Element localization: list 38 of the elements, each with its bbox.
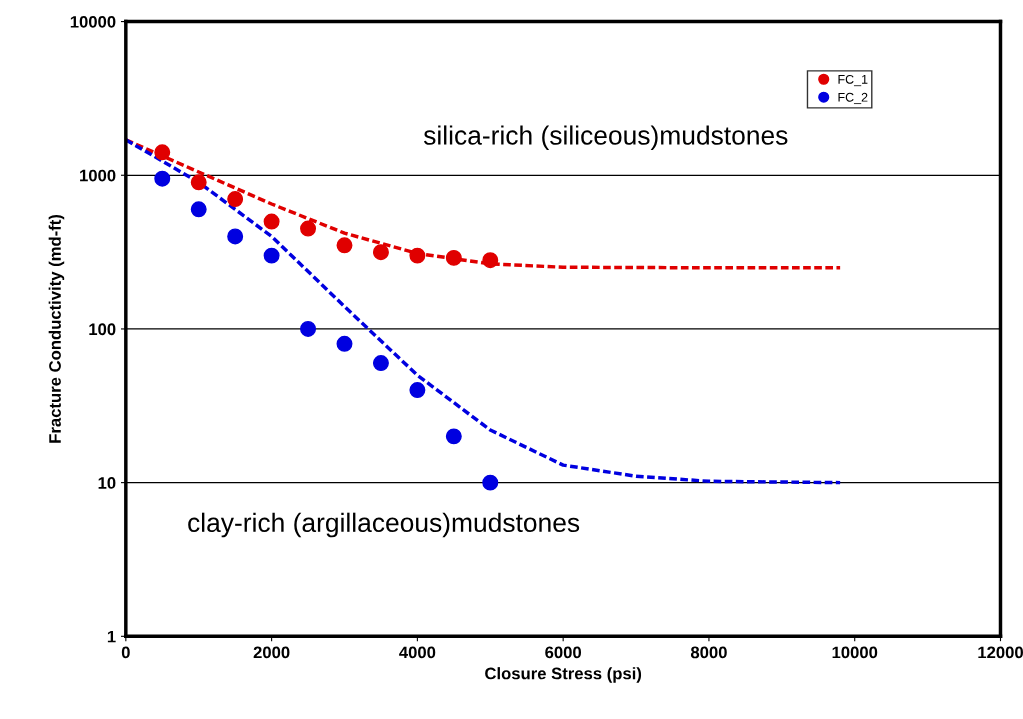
y-tick-label: 10000 bbox=[70, 15, 116, 28]
point bbox=[263, 247, 280, 264]
y-tick-label: 1 bbox=[107, 630, 116, 643]
x-tick-label: 4000 bbox=[399, 646, 436, 659]
point bbox=[154, 144, 171, 161]
point bbox=[336, 335, 353, 352]
x-axis-title: Closure Stress (psi) bbox=[485, 667, 642, 683]
point bbox=[227, 228, 244, 245]
point bbox=[154, 170, 171, 187]
x-tick-label: 2000 bbox=[253, 646, 290, 659]
point bbox=[482, 252, 499, 269]
x-tick-label: 0 bbox=[121, 646, 130, 659]
point bbox=[263, 213, 280, 230]
y-tick-label: 1000 bbox=[80, 169, 116, 182]
x-tick-label: 12000 bbox=[978, 646, 1023, 659]
point bbox=[372, 244, 389, 261]
y-axis-title: Fracture Conductivity (md-ft) bbox=[48, 214, 65, 443]
annotation: silica-rich (siliceous)mudstones bbox=[423, 125, 788, 150]
x-tick-label: 6000 bbox=[545, 646, 582, 659]
point bbox=[372, 355, 389, 372]
point bbox=[190, 201, 207, 218]
point bbox=[445, 249, 462, 266]
point bbox=[445, 428, 462, 445]
y-tick-label: 100 bbox=[89, 323, 116, 336]
point bbox=[300, 320, 317, 337]
point bbox=[482, 474, 499, 491]
point bbox=[227, 191, 244, 208]
legend-label: FC_2 bbox=[838, 92, 868, 105]
point bbox=[300, 220, 317, 237]
annotation: clay-rich (argillaceous)mudstones bbox=[188, 512, 580, 538]
y-tick-label: 10 bbox=[98, 477, 116, 489]
point bbox=[190, 174, 207, 191]
x-tick-label: 10000 bbox=[832, 646, 878, 659]
legend-label: FC_1 bbox=[838, 74, 868, 87]
point bbox=[336, 237, 353, 254]
point bbox=[409, 247, 426, 264]
point bbox=[409, 382, 426, 399]
x-tick-label: 8000 bbox=[690, 646, 727, 659]
